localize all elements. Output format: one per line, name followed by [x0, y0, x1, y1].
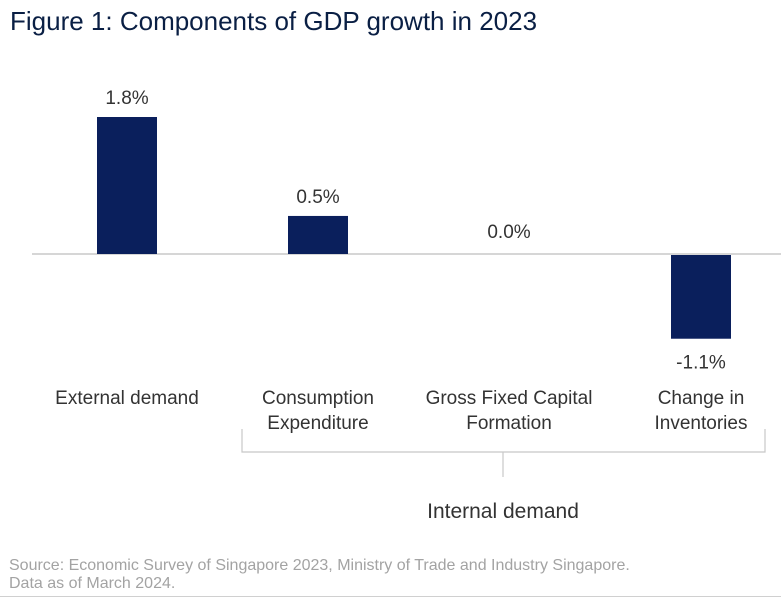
chart-title: Figure 1: Components of GDP growth in 20…	[10, 6, 538, 36]
bottom-divider	[0, 596, 781, 597]
bar-3	[671, 255, 731, 339]
category-label-3-line-2: Inventories	[655, 413, 748, 434]
category-label-2-line-2: Formation	[466, 413, 552, 434]
bar-1	[288, 215, 348, 254]
data-label-1: 0.5%	[296, 187, 339, 208]
category-label-0: External demand	[55, 388, 199, 409]
category-label-1-line-1: Consumption	[262, 388, 374, 409]
category-label-3-line-1: Change in	[658, 388, 745, 409]
source-line-2: Data as of March 2024.	[9, 575, 176, 592]
category-label-1-line-2: Expenditure	[267, 413, 368, 434]
data-label-2: 0.0%	[487, 222, 530, 243]
group-label: Internal demand	[427, 500, 579, 523]
data-label-3: -1.1%	[676, 353, 726, 374]
source-line-1: Source: Economic Survey of Singapore 202…	[9, 557, 630, 574]
bar-0	[97, 117, 157, 254]
bar-chart: 1.8% External demand 0.5% Consumption Expend…	[32, 88, 781, 523]
category-label-2-line-1: Gross Fixed Capital	[426, 388, 593, 409]
source-note: Source: Economic Survey of Singapore 202…	[9, 557, 630, 593]
data-label-0: 1.8%	[105, 88, 148, 109]
